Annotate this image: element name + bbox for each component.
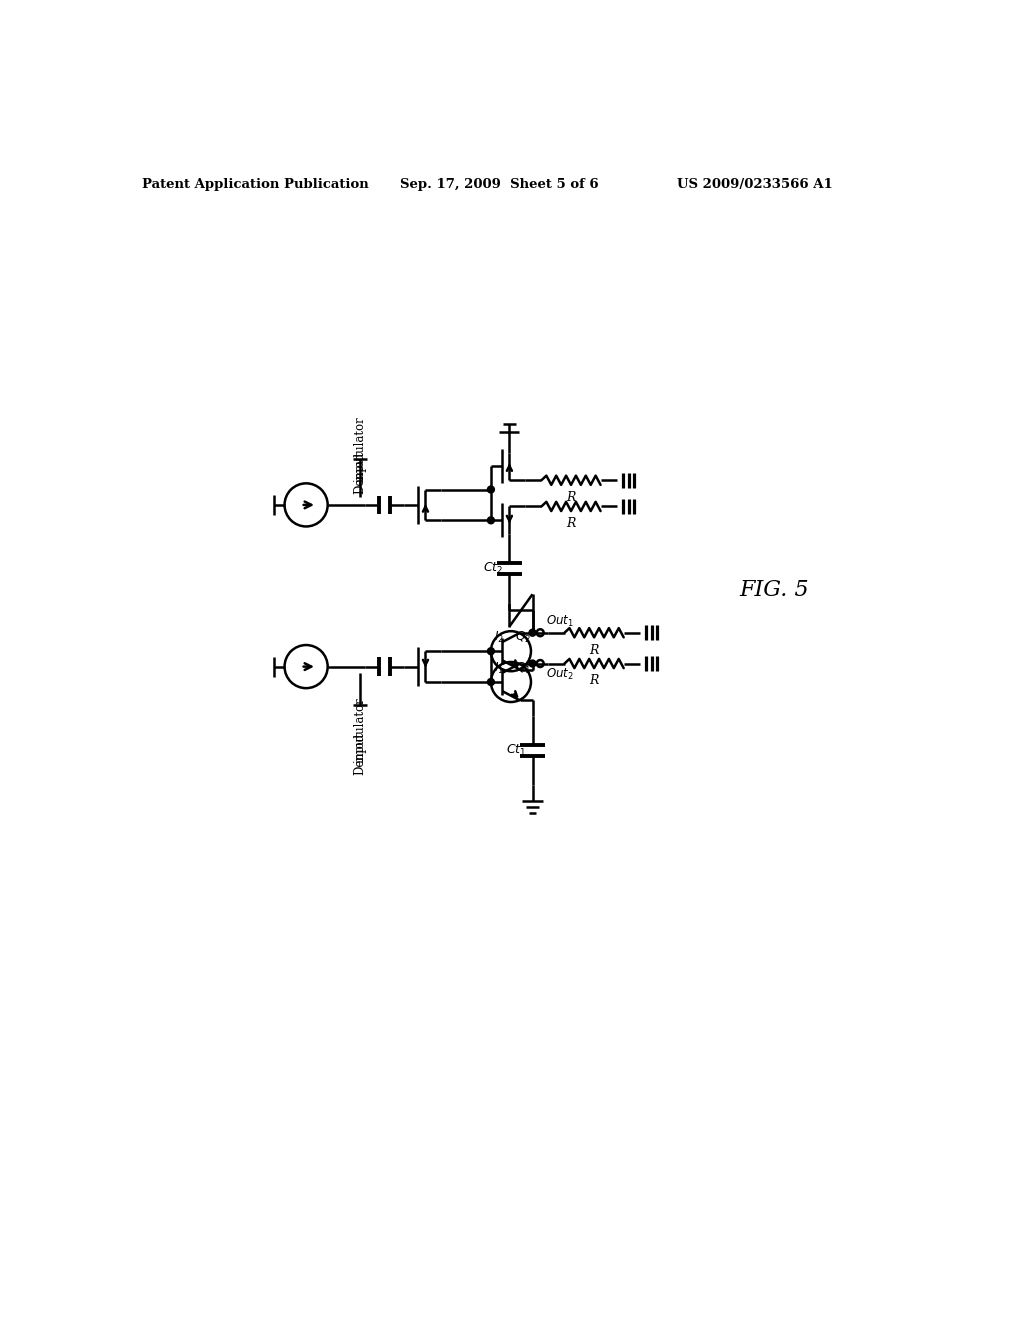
Circle shape: [487, 648, 495, 655]
Circle shape: [487, 678, 495, 685]
Text: $Out_1$: $Out_1$: [547, 614, 574, 628]
Text: Demodulator: Demodulator: [353, 416, 367, 494]
Text: $Ct_2$: $Ct_2$: [483, 561, 503, 577]
Text: R: R: [590, 675, 599, 688]
Text: $I_2$: $I_2$: [494, 630, 504, 645]
Text: input: input: [353, 451, 367, 482]
Circle shape: [487, 517, 495, 524]
Text: Demodulator: Demodulator: [353, 697, 367, 775]
Text: R: R: [566, 517, 575, 531]
Text: $Q_1$: $Q_1$: [515, 661, 531, 676]
Text: $Out_2$: $Out_2$: [547, 668, 574, 682]
Text: R: R: [566, 491, 575, 504]
Text: $Ct_1$: $Ct_1$: [506, 743, 526, 758]
Text: $Q_2$: $Q_2$: [515, 630, 531, 645]
Circle shape: [529, 660, 536, 667]
Circle shape: [529, 630, 536, 636]
Text: FIG. 5: FIG. 5: [739, 578, 809, 601]
Text: R: R: [590, 644, 599, 656]
Text: Sep. 17, 2009  Sheet 5 of 6: Sep. 17, 2009 Sheet 5 of 6: [400, 178, 599, 190]
Text: US 2009/0233566 A1: US 2009/0233566 A1: [677, 178, 833, 190]
Circle shape: [487, 486, 495, 492]
Text: input: input: [353, 733, 367, 763]
Text: $I_1$: $I_1$: [494, 661, 504, 676]
Text: Patent Application Publication: Patent Application Publication: [142, 178, 369, 190]
